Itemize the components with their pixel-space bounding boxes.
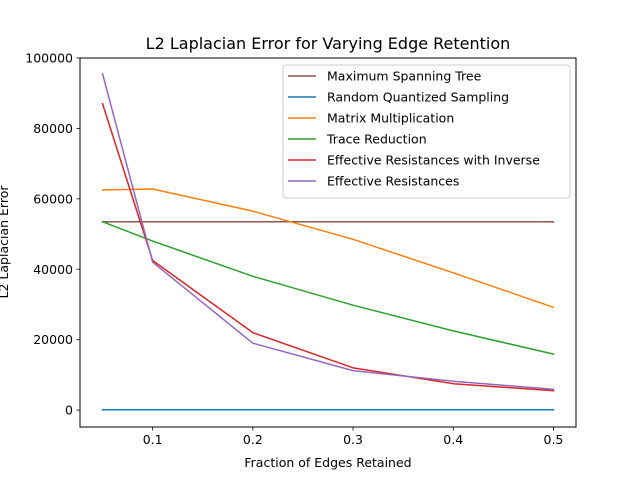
y-tick-label: 20000 (33, 332, 73, 347)
x-tick-label: 0.2 (243, 432, 263, 447)
legend-label-0: Maximum Spanning Tree (327, 69, 482, 84)
series-line-5 (101, 72, 555, 391)
legend-label-3: Trace Reduction (326, 132, 427, 147)
series-line-4 (101, 102, 555, 392)
series-lines (101, 72, 555, 411)
series-line-2 (101, 188, 555, 309)
legend: Maximum Spanning Tree Random Quantized Sa… (282, 64, 571, 199)
chart-title: L2 Laplacian Error for Varying Edge Rete… (146, 34, 511, 53)
legend-label-4: Effective Resistances with Inverse (327, 153, 540, 168)
y-axis-label: L2 Laplacian Error (0, 185, 11, 299)
y-tick-label: 40000 (33, 262, 73, 277)
y-tick-label: 100000 (25, 51, 73, 66)
y-tick-label: 0 (65, 403, 73, 418)
legend-box (282, 64, 571, 199)
legend-label-5: Effective Resistances (327, 174, 459, 189)
plot-frame (79, 57, 577, 428)
x-tick-label: 0.4 (443, 432, 463, 447)
x-tick-label: 0.5 (544, 432, 564, 447)
x-tick-label: 0.1 (143, 432, 163, 447)
legend-label-2: Matrix Multiplication (327, 111, 454, 126)
y-tick-label: 80000 (33, 121, 73, 136)
series-line-3 (101, 220, 555, 356)
y-tick-label: 60000 (33, 191, 73, 206)
y-axis-ticks: 0 20000 40000 60000 80000 100000 (25, 51, 80, 418)
x-axis-ticks: 0.1 0.2 0.3 0.4 0.5 (143, 427, 564, 447)
x-axis-label: Fraction of Edges Retained (244, 455, 411, 470)
x-tick-label: 0.3 (343, 432, 363, 447)
legend-label-1: Random Quantized Sampling (327, 90, 509, 105)
